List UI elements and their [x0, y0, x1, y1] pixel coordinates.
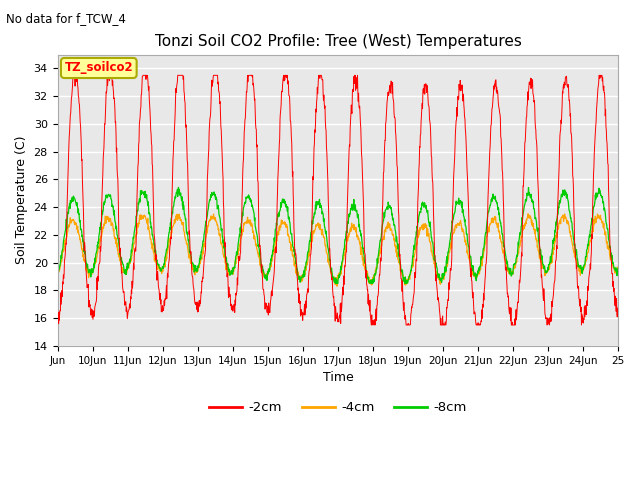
X-axis label: Time: Time	[323, 371, 353, 384]
Text: No data for f_TCW_4: No data for f_TCW_4	[6, 12, 126, 25]
Legend: -2cm, -4cm, -8cm: -2cm, -4cm, -8cm	[204, 396, 472, 420]
Text: TZ_soilco2: TZ_soilco2	[65, 61, 133, 74]
Y-axis label: Soil Temperature (C): Soil Temperature (C)	[15, 136, 28, 264]
Title: Tonzi Soil CO2 Profile: Tree (West) Temperatures: Tonzi Soil CO2 Profile: Tree (West) Temp…	[154, 34, 522, 49]
